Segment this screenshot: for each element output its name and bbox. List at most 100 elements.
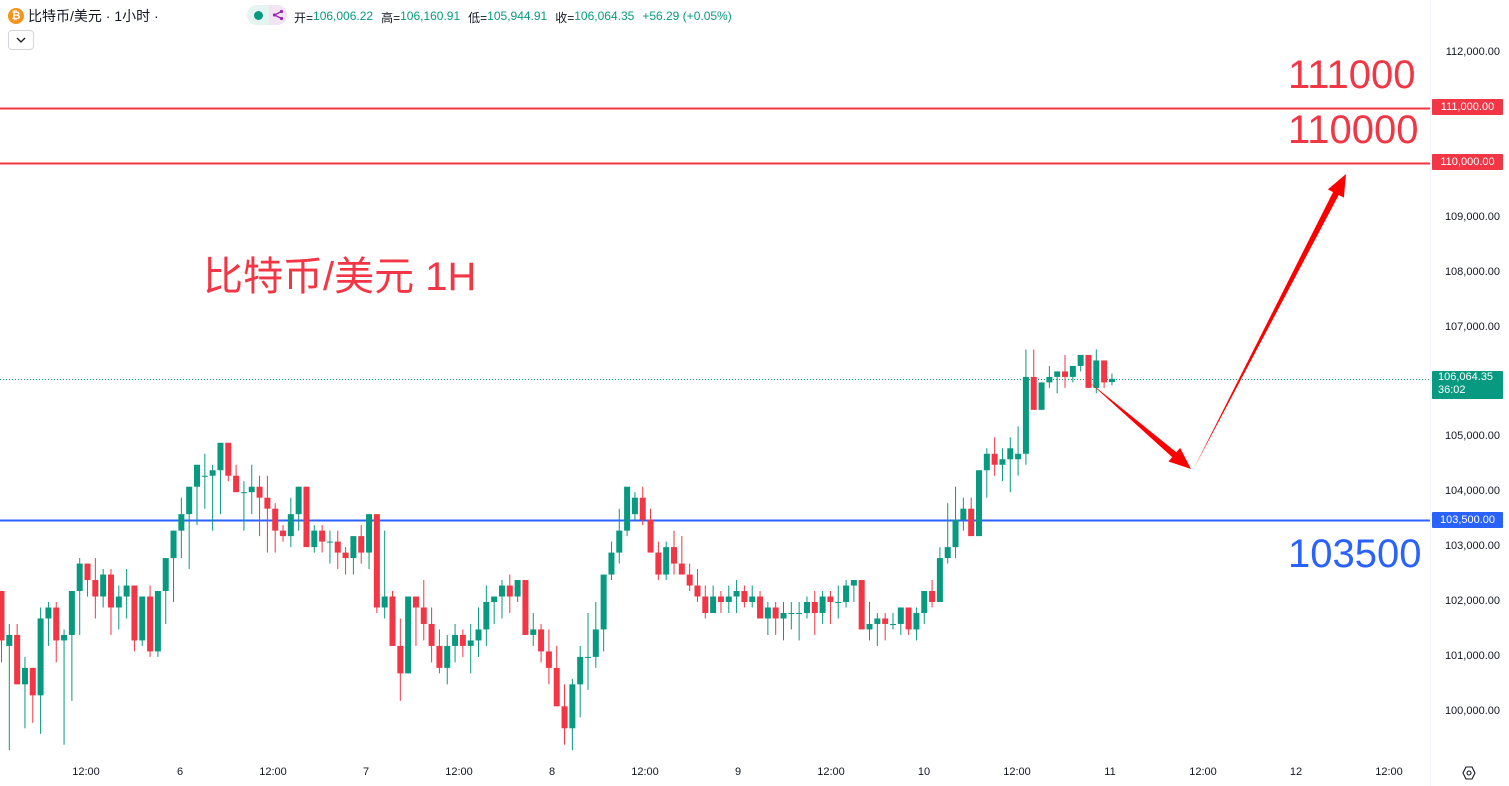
bar-countdown: 36:02 [1438, 384, 1466, 396]
label-110000[interactable]: 110000 [1288, 108, 1419, 152]
candle-body [506, 585, 513, 597]
time-tick-label: 12:00 [631, 766, 659, 778]
price-tick-label: 108,000.00 [1444, 265, 1500, 278]
candle-body [420, 607, 427, 624]
time-tick-label: 12:00 [1189, 766, 1217, 778]
collapse-legend-button[interactable] [8, 30, 34, 50]
price-tick-label: 107,000.00 [1444, 320, 1500, 333]
price-tick-label: 109,000.00 [1444, 210, 1500, 223]
candle-body [186, 486, 193, 515]
low-label: 低= [468, 11, 488, 25]
candle-body [491, 596, 498, 602]
price-tick-label: 112,000.00 [1445, 46, 1500, 58]
candle-body [577, 656, 584, 685]
price-tag-110000: 110,000.00 [1432, 154, 1503, 170]
candle-body [107, 574, 114, 608]
candle-body [944, 547, 951, 559]
candle-body [209, 470, 216, 476]
candle-body [287, 514, 294, 537]
candle-body [749, 596, 756, 602]
candlestick-plot[interactable] [0, 0, 1430, 760]
candle-body [929, 591, 936, 602]
time-tick-label: 6 [176, 766, 184, 778]
candle-body [694, 585, 701, 597]
candle-body [553, 667, 560, 707]
candle-body [342, 552, 349, 559]
candle-body [147, 596, 154, 652]
time-tick-label: 8 [548, 766, 556, 778]
candle-body [76, 563, 83, 592]
last-price-tag: 106,064.35 36:02 [1432, 371, 1503, 399]
candle-body [913, 612, 920, 630]
candle-body [397, 645, 404, 674]
candle-body [921, 591, 928, 613]
candle-body [952, 519, 959, 548]
candle-body [45, 607, 52, 619]
candle-body [897, 607, 904, 624]
candle-body [592, 629, 599, 657]
candle-body [1030, 376, 1037, 410]
candle-body [467, 640, 474, 646]
candle-body [428, 623, 435, 646]
candle-body [264, 497, 271, 509]
candle-body [631, 497, 638, 515]
market-open-dot-icon [254, 10, 263, 20]
candle-body [866, 623, 873, 630]
label-103500[interactable]: 103500 [1288, 532, 1422, 576]
candle-body [843, 585, 850, 602]
candle-body [874, 618, 881, 624]
candle-body [194, 464, 200, 487]
candle-body [827, 596, 834, 602]
axis-settings-icon[interactable] [1461, 765, 1477, 781]
time-tick-label: 11 [1104, 766, 1116, 778]
status-pill[interactable] [247, 5, 287, 25]
candle-body [311, 530, 318, 548]
candle-body [68, 591, 75, 635]
time-tick-label: 12:00 [1003, 766, 1031, 778]
candle-body [522, 580, 529, 635]
price-axis[interactable] [1430, 0, 1509, 786]
candle-body [295, 486, 302, 515]
candle-body [61, 634, 68, 641]
candle-body [757, 596, 764, 619]
symbol-title-row[interactable]: ₿ 比特币/美元 · 1小时 · [8, 6, 159, 26]
close-value: 106,064.35 [574, 9, 635, 23]
candle-body [764, 607, 771, 619]
candle-body [256, 486, 263, 498]
candle-body [1093, 360, 1100, 388]
candle-body [960, 508, 967, 520]
ohlc-values: 开= 106,006.22 高= 106,160.91 低= 105,944.91 收… [294, 9, 732, 26]
label-111000[interactable]: 111000 [1288, 53, 1416, 97]
price-tag-111000: 111,000.00 [1432, 99, 1503, 115]
candle-body [483, 602, 490, 630]
candle-body [53, 607, 60, 641]
candle-body [1101, 360, 1108, 383]
candle-body [217, 442, 224, 471]
candle-body [671, 547, 678, 564]
candle-body [303, 486, 310, 548]
candle-body [1085, 354, 1092, 388]
candle-body [608, 552, 615, 575]
candle-body [725, 596, 732, 602]
candle-body [803, 602, 810, 613]
candle-body [201, 475, 208, 477]
time-tick-label: 12:00 [259, 766, 287, 778]
candle-body [412, 596, 419, 608]
chart-title-annotation[interactable]: 比特币/美元 1H [203, 255, 477, 299]
candle-body [233, 475, 240, 493]
candle-body [334, 541, 341, 553]
candle-body [29, 667, 36, 696]
candle-body [225, 442, 232, 476]
candle-body [350, 536, 357, 559]
last-price-value: 106,064.35 [1438, 371, 1494, 383]
candle-body [1077, 354, 1084, 366]
candle-body [686, 574, 693, 586]
candle-body [717, 596, 724, 602]
candle-body [561, 706, 568, 729]
candle-body [92, 580, 99, 597]
share-icon[interactable] [269, 5, 287, 25]
high-label: 高= [381, 11, 401, 25]
candle-body [1069, 365, 1076, 377]
candle-body [139, 596, 146, 641]
time-tick-label: 10 [917, 766, 931, 778]
